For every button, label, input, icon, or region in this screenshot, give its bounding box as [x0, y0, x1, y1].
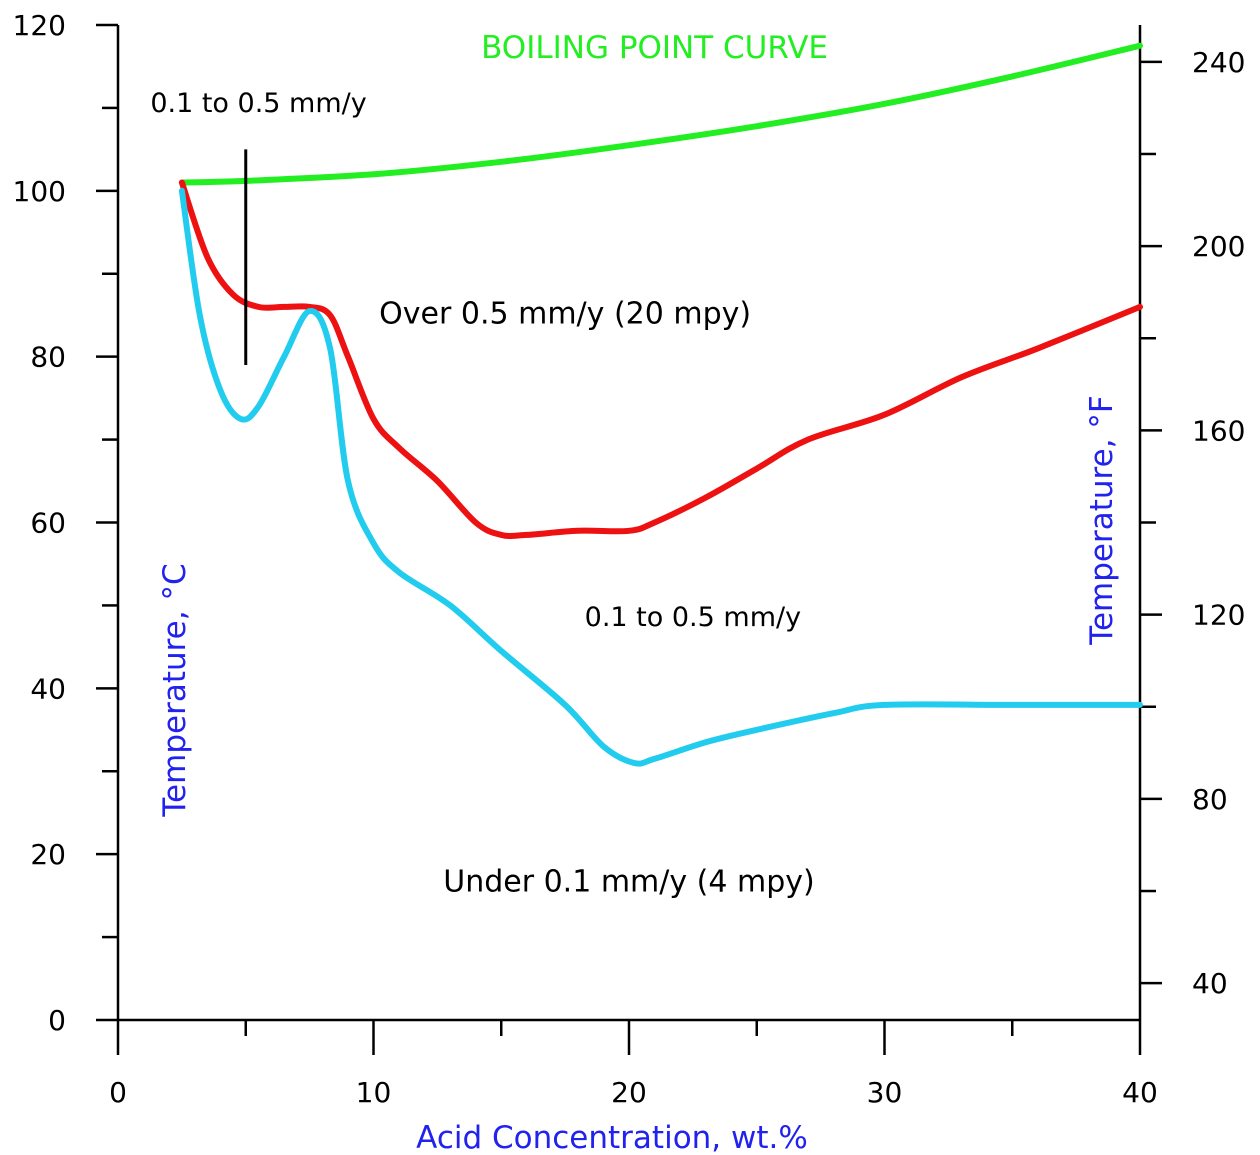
curves-group	[178, 42, 1143, 767]
over-0-5-boundary-curve	[178, 179, 1143, 540]
under-0-1-label: Under 0.1 mm/y (4 mpy)	[443, 864, 814, 899]
x-axis-title: Acid Concentration, wt.%	[416, 1120, 808, 1155]
y-tick-label: 100	[13, 175, 66, 208]
y2-tick-label: 200	[1192, 230, 1245, 263]
y2-tick-label: 120	[1192, 599, 1245, 632]
x-tick-label: 30	[867, 1076, 903, 1109]
y2-tick-label: 160	[1192, 414, 1245, 447]
y-tick-label: 40	[30, 672, 66, 705]
top-left-rate-label: 0.1 to 0.5 mm/y	[150, 88, 366, 119]
y-tick-label: 120	[13, 9, 66, 42]
axes-group: 0 20 40 60 80 100 120 0 10 20 30 40 40 80 120 160 200 240	[13, 9, 1246, 1109]
y-axis-title: Temperature, °C	[157, 563, 193, 817]
annotations-group: BOILING POINT CURVE 0.1 to 0.5 mm/y Over 0…	[150, 30, 828, 899]
under-0-1-boundary-curve	[178, 187, 1143, 767]
x-tick-label: 10	[356, 1076, 392, 1109]
x-tick-label: 40	[1122, 1076, 1158, 1109]
boiling-point-label: BOILING POINT CURVE	[481, 30, 828, 66]
x-tick-label: 0	[109, 1076, 127, 1109]
y-tick-label: 0	[48, 1004, 66, 1037]
x-tick-label: 20	[611, 1076, 647, 1109]
y2-tick-label: 240	[1192, 46, 1245, 79]
y-tick-label: 60	[30, 507, 66, 540]
mid-rate-label: 0.1 to 0.5 mm/y	[585, 602, 801, 633]
y2-tick-label: 80	[1192, 783, 1228, 816]
y-tick-label: 80	[30, 341, 66, 374]
boiling-point-curve	[178, 42, 1143, 186]
over-0-5-label: Over 0.5 mm/y (20 mpy)	[379, 297, 751, 332]
y2-axis-title: Temperature, °F	[1084, 395, 1120, 645]
y-tick-label: 20	[30, 838, 66, 871]
y2-tick-label: 40	[1192, 967, 1228, 1000]
